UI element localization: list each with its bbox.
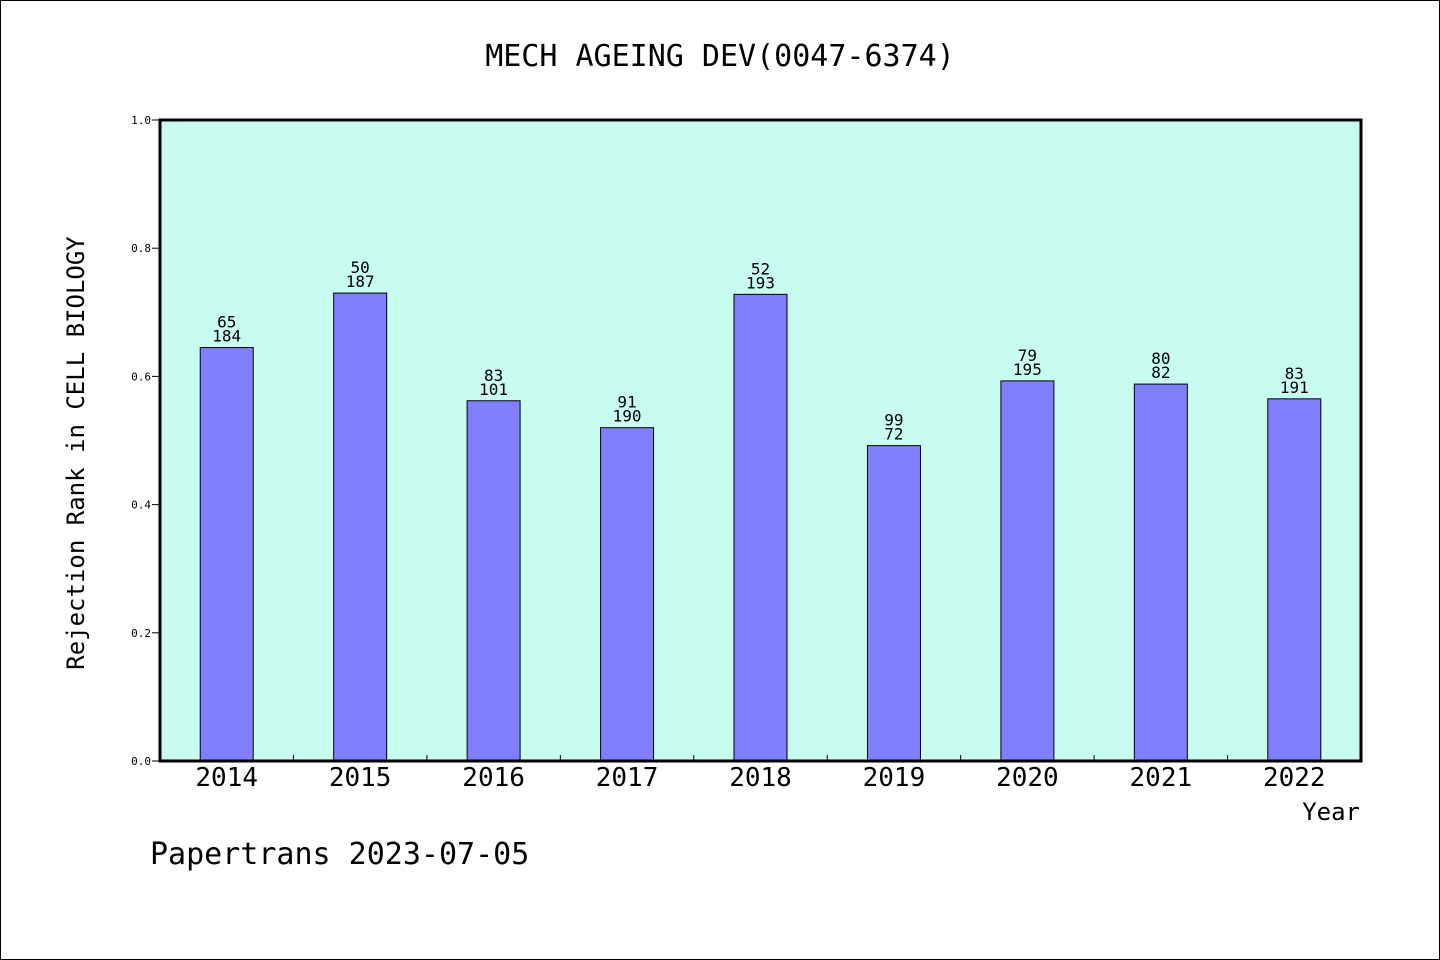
y-axis: 0.0 0.2 0.4 0.6 0.8 1.0 [131,114,160,768]
x-tick-label: 2015 [329,763,392,793]
y-axis-label: Rejection Rank in CELL BIOLOGY [62,236,90,670]
x-tick-label: 2021 [1130,763,1193,793]
y-tick-label: 0.8 [131,242,151,255]
bar-label-bottom: 195 [1013,360,1042,379]
bar-label-bottom: 193 [746,273,775,292]
chart-title: MECH AGEING DEV(0047-6374) [485,39,955,74]
bar-label-top: 80 [1151,349,1170,368]
bar-2021 [1133,383,1188,762]
bar-label-top: 50 [351,258,370,277]
bar-2020 [1000,380,1055,762]
bar-label-bottom: 82 [1151,363,1170,382]
x-tick-label: 2022 [1263,763,1326,793]
bar-label-bottom: 72 [884,425,903,444]
bar-label-bottom: 187 [346,272,375,291]
bar-label-bottom: 190 [613,407,642,426]
y-tick-label: 1.0 [131,114,151,127]
footer-text: Papertrans 2023-07-05 [150,837,529,872]
bar-label-top: 65 [217,313,236,332]
bar-2018 [733,293,788,762]
bar-2019 [866,445,921,762]
bar-2015 [333,292,388,762]
x-tick-label: 2017 [596,763,659,793]
y-tick-label: 0.6 [131,370,151,383]
bar-2014 [199,347,254,762]
x-axis-label: Year [1302,798,1360,826]
bar-label-top: 52 [751,259,770,278]
bar-label-bottom: 184 [212,327,241,346]
bar-label-bottom: 191 [1280,378,1309,397]
bars-group: 1846518750101831909119352729919579828019… [199,258,1322,762]
x-axis: 2014 2015 2016 2017 2018 2019 2020 2021 2022 [195,755,1326,793]
bar-label-top: 99 [884,411,903,430]
bar-2016 [466,400,521,762]
bar-label-top: 91 [617,393,636,412]
x-tick-label: 2018 [729,763,792,793]
bar-label-top: 83 [1285,364,1304,383]
x-tick-label: 2019 [863,763,926,793]
y-tick-label: 0.0 [131,755,151,768]
bar-label-bottom: 101 [479,380,508,399]
bar-2022 [1267,398,1322,762]
bar-2017 [600,427,655,762]
y-tick-label: 0.2 [131,627,151,640]
bar-label-top: 83 [484,366,503,385]
bar-label-top: 79 [1018,346,1037,365]
x-tick-label: 2014 [195,763,258,793]
y-tick-label: 0.4 [131,499,151,512]
x-tick-label: 2020 [996,763,1059,793]
plot-border [158,118,1363,763]
x-tick-label: 2016 [462,763,525,793]
